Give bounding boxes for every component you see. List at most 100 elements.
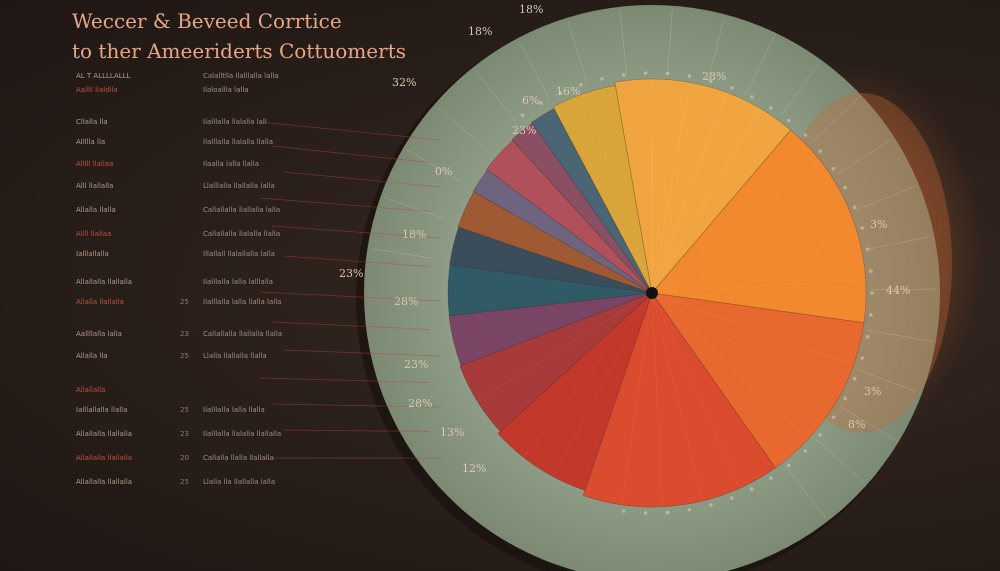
- slice-fan-line: [651, 292, 663, 507]
- ring-tick: [746, 36, 774, 95]
- slice-percent-label: 28%: [394, 295, 418, 308]
- rim-pin: [803, 133, 808, 137]
- ring-tick: [437, 106, 486, 150]
- legend-item-label: Allallalla llallalla: [76, 278, 133, 286]
- ring-tick: [371, 248, 435, 259]
- slice-fan-line: [552, 292, 653, 477]
- pie-center: [646, 287, 658, 299]
- legend-item-number: 23: [180, 330, 189, 338]
- guide-line: [259, 377, 431, 383]
- guide-line: [271, 145, 431, 163]
- slice-fan-line: [651, 237, 859, 294]
- slice-fan-line: [651, 82, 690, 294]
- pie-slice: [511, 122, 653, 294]
- legend-item-label: Aallllalla lalla: [76, 330, 122, 338]
- slice-fan-line: [651, 92, 727, 294]
- slice-fan-line: [651, 292, 809, 440]
- legend-item-description: Llalllalla llallalla lalla: [203, 182, 275, 190]
- rim-pin: [818, 432, 823, 437]
- legend-item: Ialllallalla llalla 25 Ilalllalla lalla ll…: [76, 406, 346, 418]
- title-line-2: to ther Ameeriderts Cottuomerts: [72, 39, 407, 63]
- guide-line: [271, 403, 441, 408]
- rim-pin: [709, 503, 713, 507]
- pie-slice: [457, 191, 653, 294]
- legend-item-label: Ialllallalla: [76, 250, 109, 258]
- pie-slice: [459, 292, 653, 432]
- rim-pin: [558, 91, 563, 95]
- rim-pin: [749, 95, 754, 99]
- slice-fan-line: [476, 292, 653, 401]
- ring-tick: [781, 63, 820, 116]
- legend-item-number: 20: [180, 454, 189, 462]
- legend-item-label: Allllla lla: [76, 138, 106, 146]
- ring-tick: [840, 406, 896, 440]
- slice-percent-label: 28%: [408, 397, 432, 410]
- legend-item: Alllll llallaa Ilaalla lalla llalla: [76, 160, 346, 172]
- legend-item-description: Llalla lla llallalla lalla: [203, 478, 276, 486]
- slice-percent-label: 23%: [512, 124, 536, 137]
- pie-slice: [472, 169, 653, 294]
- legend-item-number: 25: [180, 298, 189, 306]
- slice-percent-label: 18%: [402, 228, 426, 241]
- slice-percent-label: 16%: [556, 85, 580, 98]
- pie-slice: [651, 129, 867, 324]
- legend-item-description: Ilaloallla lalla: [203, 86, 249, 94]
- legend-item: Allllla lla Ilalllalla llalalla llalla: [76, 138, 346, 150]
- legend-item: Cllalla lla Ilalllalla llalalla lall: [76, 118, 346, 130]
- legend-item: Allallalla llallalla Ilalllalla lalla lal…: [76, 278, 346, 290]
- rim-pin: [729, 496, 734, 500]
- ring-tick: [519, 41, 550, 99]
- legend-item-description: Callallalla llalalla llalla: [203, 230, 281, 238]
- legend-item-description: Callallalla llallalla lalla: [203, 206, 281, 214]
- legend-item-label: Alll llallalla: [76, 182, 114, 190]
- rim-pin: [843, 396, 847, 401]
- ring-tick: [867, 236, 931, 250]
- legend-item: Alll llallalla Llalllalla llallalla lalla: [76, 182, 346, 194]
- rim-pin: [621, 73, 626, 77]
- slice-fan-line: [651, 292, 854, 366]
- legend-item-label: Cllalla lla: [76, 118, 108, 126]
- legend-item-description: Ilaalla lalla llalla: [203, 160, 259, 168]
- rim-pin: [687, 507, 692, 512]
- slice-fan-line: [651, 292, 703, 502]
- legend-item-description: Ilalllalla lalla lalllalla: [203, 278, 274, 286]
- legend-item: Aallll llaldlla Ilaloallla lalla: [76, 86, 346, 98]
- rim-pin: [539, 101, 543, 105]
- rim-pin: [860, 356, 864, 360]
- rim-pin: [870, 291, 874, 295]
- rim-pin: [643, 71, 648, 75]
- ring-tick: [858, 369, 919, 393]
- ring-tick: [855, 185, 916, 211]
- rim-pin: [865, 247, 870, 252]
- legend-item-description: Llalla llallalla llalla: [203, 352, 267, 360]
- ring-tick: [707, 18, 725, 81]
- slice-fan-line: [651, 279, 866, 294]
- rim-pin: [621, 509, 626, 513]
- ring-tick: [836, 139, 892, 175]
- ring-tick: [871, 288, 936, 291]
- pie-slice: [447, 264, 653, 317]
- guide-line: [259, 291, 441, 302]
- pie-slice: [486, 140, 653, 294]
- rim-pin: [665, 71, 670, 76]
- guide-line: [259, 121, 441, 141]
- slice-percent-label: 12%: [462, 462, 486, 475]
- legend-item-description: Callalla llalla llallalla: [203, 454, 274, 462]
- legend-item-label: Allallalla: [76, 386, 106, 394]
- guide-line: [271, 225, 441, 239]
- pie-slice: [614, 78, 792, 294]
- rim-pin: [579, 83, 583, 87]
- legend-item-description: Illallall llalallalla lalla: [203, 250, 275, 258]
- guide-line: [283, 429, 431, 432]
- legend-item: Allallalla: [76, 386, 346, 398]
- slice-percent-label: 23%: [339, 267, 363, 280]
- slice-fan-line: [583, 93, 653, 294]
- legend-item-label: Allallalla llallalla: [76, 454, 133, 462]
- guide-line: [283, 349, 441, 357]
- rim-pin: [769, 106, 773, 110]
- slice-percent-label: 3%: [870, 218, 887, 231]
- legend-item: Allalla lla 25 Llalla llallalla llalla: [76, 352, 346, 364]
- rim-pin: [831, 415, 836, 420]
